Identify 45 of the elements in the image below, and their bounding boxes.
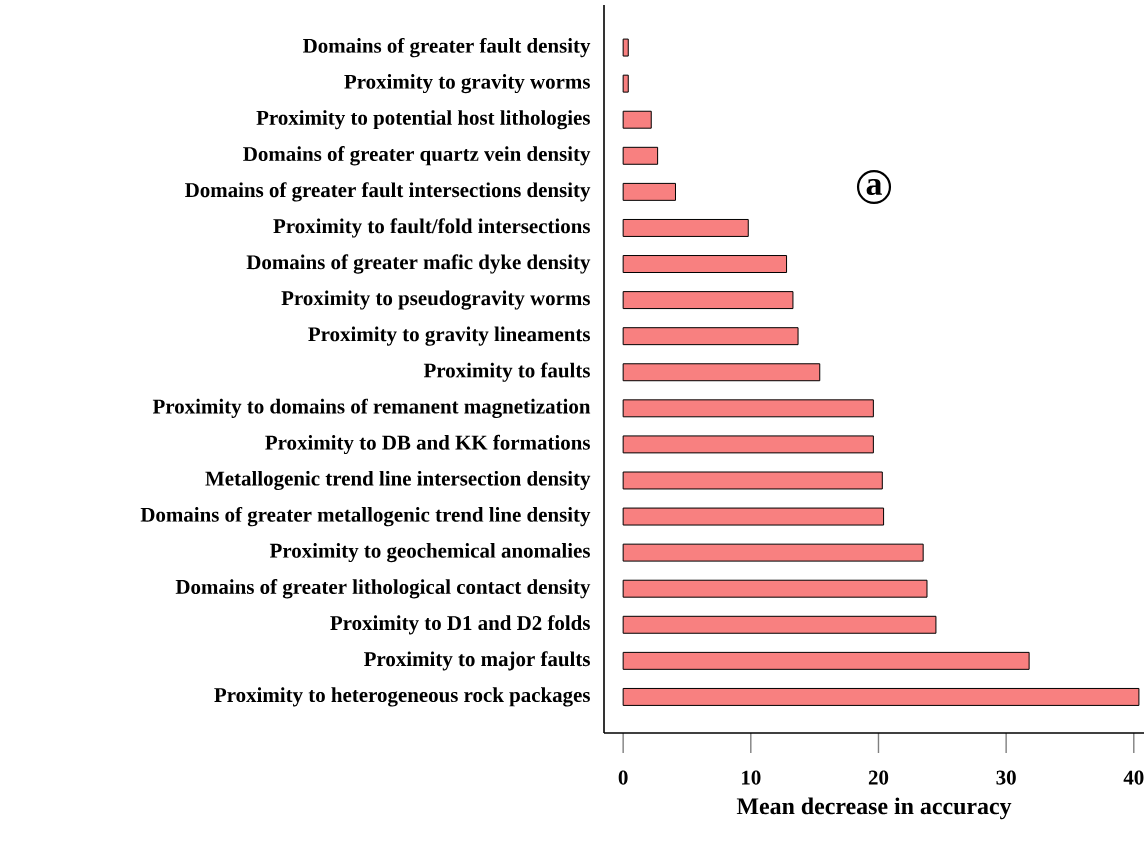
y-tick-label: Proximity to pseudogravity worms (281, 290, 590, 310)
y-tick-label: Proximity to DB and KK formations (265, 434, 590, 455)
x-tick-label: 0 (618, 770, 628, 785)
bar (622, 615, 937, 634)
x-tick-label: 30 (996, 770, 1016, 785)
x-tick-label: 10 (742, 770, 761, 785)
y-tick-label: Domains of greater fault intersections density (185, 182, 591, 202)
y-tick-label: Proximity to domains of remanent magnetization (152, 398, 591, 419)
y-tick-label: Proximity to major faults (364, 651, 590, 671)
y-tick-label: Proximity to fault/fold intersections (273, 218, 590, 238)
bar (622, 651, 1030, 670)
bar (622, 74, 629, 93)
x-tick-label: 40 (1123, 770, 1144, 785)
bar (622, 399, 874, 418)
y-tick-label: Domains of greater quartz vein density (243, 146, 591, 166)
y-tick-label: Domains of greater fault density (303, 37, 591, 58)
y-tick-label: Domains of greater metallogenic trend line density (140, 506, 591, 527)
bar (622, 471, 883, 490)
y-tick-label: Proximity to geochemical anomalies (269, 543, 590, 563)
x-tick-label: 20 (868, 770, 889, 785)
bar (622, 435, 874, 454)
y-tick-label: Proximity to potential host lithologies (256, 110, 590, 130)
bar (622, 38, 629, 57)
bar (622, 182, 676, 201)
bar (622, 110, 652, 129)
bar (622, 146, 659, 165)
y-tick-label: Proximity to gravity lineaments (308, 326, 590, 346)
bar (622, 218, 749, 237)
y-tick-label: Proximity to heterogeneous rock packages (214, 687, 590, 707)
y-tick-label: Proximity to gravity worms (344, 74, 590, 94)
y-tick-label: Proximity to D1 and D2 folds (330, 615, 590, 635)
y-tick-label: Domains of greater lithological contact density (175, 579, 591, 599)
bar (622, 543, 924, 562)
bar (622, 507, 885, 526)
bar (622, 363, 821, 382)
x-axis-title: Mean decrease in accuracy (736, 797, 1012, 820)
y-tick-label: Metallogenic trend line intersection density (205, 470, 591, 491)
bar (622, 291, 794, 310)
y-tick-label: Proximity to faults (423, 362, 590, 382)
annotation: a (866, 178, 882, 196)
bar (622, 255, 788, 273)
bar (622, 579, 928, 598)
bar (622, 327, 799, 346)
y-tick-label: Domains of greater mafic dyke density (246, 254, 591, 274)
bar (622, 687, 1140, 706)
